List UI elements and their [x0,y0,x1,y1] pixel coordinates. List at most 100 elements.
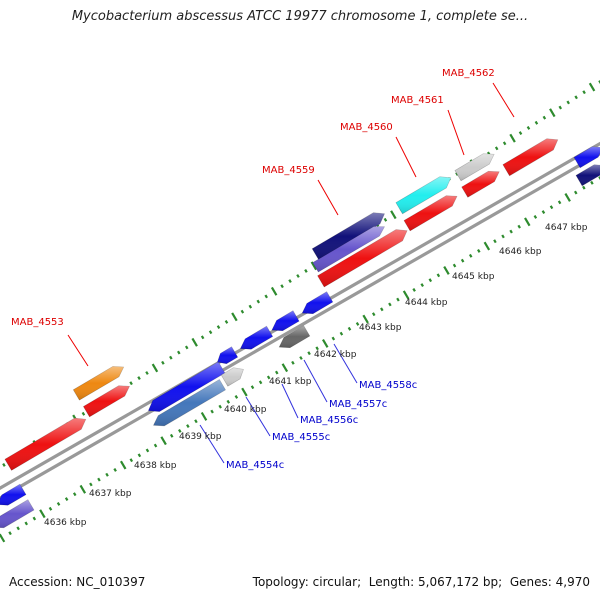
tick-mark [452,263,457,268]
tick-mark [549,205,554,210]
tick-mark [119,460,127,470]
tick-mark [226,399,231,404]
tick-mark [72,492,77,497]
kbp-label: 4643 kbp [359,323,402,333]
tick-mark [420,283,424,287]
accession-value: NC_010397 [76,575,146,589]
tick-mark [281,363,289,373]
gene-arrow-shading [302,291,333,314]
tick-mark [89,482,93,487]
tick-mark [304,268,308,273]
kbp-label: 4647 kbp [545,223,588,233]
tick-mark [145,371,149,375]
accession-info: Accession: NC_010397 [9,575,145,589]
tick-mark [518,131,523,135]
tick-mark [299,356,303,360]
gene-arrow-shading [271,310,300,331]
chromosome-backbone [0,141,600,500]
tick-mark [240,309,245,314]
tick-mark [264,294,268,299]
gene-label: MAB_4554c [226,460,284,471]
tick-mark [542,115,547,120]
tick-mark [248,304,253,309]
tick-mark [210,409,214,414]
tick-mark [266,375,271,380]
tick-mark [390,210,397,220]
tick-mark [79,484,87,494]
tick-mark [8,531,12,536]
kbp-label: 4638 kbp [134,461,177,471]
tick-mark [296,274,300,278]
leader-line [199,424,225,464]
kbp-label: 4642 kbp [314,350,357,360]
lower-tick-track [0,176,600,543]
tick-mark [200,411,208,421]
gene-arrow-shading [0,499,34,528]
tick-mark [339,331,344,336]
gene-label: MAB_4556c [300,415,358,426]
tick-mark [494,146,499,151]
tick-mark [288,279,292,284]
tick-mark [388,302,392,307]
tick-mark [2,462,6,467]
tick-mark [524,217,531,227]
tick-mark [200,335,205,340]
tick-mark [81,411,86,416]
tick-mark [129,381,133,386]
tick-mark [241,387,248,397]
label-leader-lines [67,82,515,464]
tick-mark [588,82,596,92]
tick-mark [534,120,539,125]
tick-mark [160,436,167,446]
accession-label: Accession: [9,575,73,589]
tick-mark [169,433,174,438]
tick-mark [177,350,181,355]
tick-mark [270,286,278,296]
tick-mark [291,360,295,365]
tick-mark [331,336,336,341]
tick-mark [549,108,556,118]
tick-mark [97,477,101,482]
leader-line [303,359,328,403]
tick-mark [428,278,433,283]
gene-arrow-shading [279,325,310,348]
tick-mark [137,453,142,458]
tick-mark [274,370,279,375]
tick-mark [113,467,117,472]
backbone-line [0,151,600,500]
length-label: Length: [368,575,415,589]
tick-mark [153,443,158,448]
tick-mark [191,337,198,347]
gene-arrow-shading [217,346,238,364]
kbp-label: 4646 kbp [499,247,542,257]
kbp-label: 4639 kbp [179,432,222,442]
leader-line [395,136,417,178]
tick-mark [184,345,189,350]
tick-mark [178,429,182,433]
tick-mark [436,273,441,278]
tick-mark [218,404,222,409]
leader-line [317,179,339,216]
kbp-label: 4644 kbp [405,298,448,308]
gene-arrow-shading [312,212,385,260]
leader-line [245,396,271,437]
gene-label: MAB_4553 [11,317,64,328]
gene-labels: MAB_4553 MAB_4559 MAB_4560 MAB_4561 MAB_4562… [11,68,495,471]
tick-mark [380,307,384,312]
tick-mark [310,261,318,271]
tick-mark [24,521,29,526]
tick-mark [161,360,165,365]
gene-arrow-shading [312,226,385,272]
gene-arrow-shading [153,379,226,426]
tick-mark [598,176,600,180]
length-value: 5,067,172 bp [418,575,499,589]
gene-label: MAB_4559 [262,165,315,176]
tick-mark [598,80,600,84]
leader-line [281,383,299,419]
tick-mark [307,351,311,356]
genes-value: 4,970 [555,575,590,589]
leader-line [67,334,89,367]
gene-arrow-shading [502,138,558,176]
gene-arrow-shading [404,195,457,231]
